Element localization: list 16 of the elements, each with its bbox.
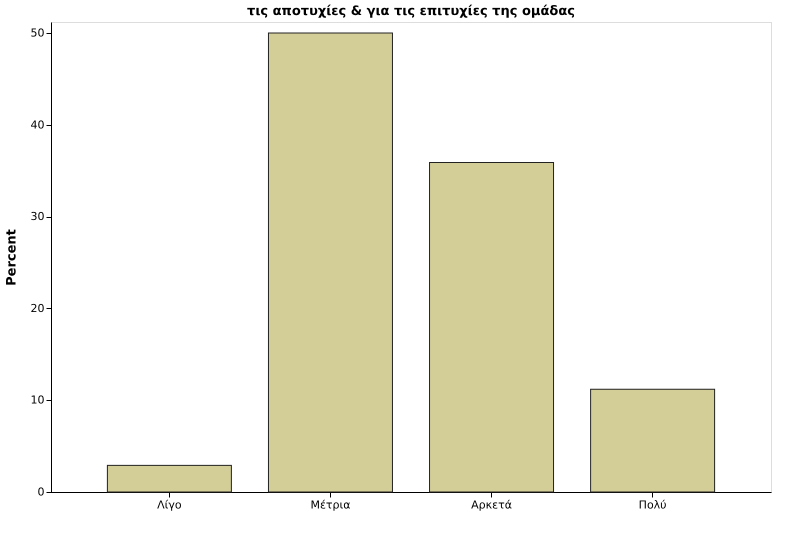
y-tick-label: 10 — [30, 394, 44, 407]
y-tick-label: 0 — [38, 486, 44, 498]
x-tick-label: Πολύ — [638, 498, 667, 512]
x-tick-label: Μέτρια — [310, 498, 350, 512]
bar — [106, 464, 232, 492]
bar — [268, 32, 393, 492]
y-tick-label: 40 — [30, 118, 44, 132]
bar — [429, 162, 554, 492]
y-tick-label: 50 — [30, 26, 44, 40]
y-tick-label: 30 — [30, 210, 44, 224]
y-axis-title: Percent — [4, 229, 20, 286]
chart-title: τις αποτυχίες & για τις επιτυχίες της ομάδας — [247, 4, 575, 19]
x-tick-label: Αρκετά — [471, 498, 512, 512]
y-tick-label: 20 — [30, 302, 44, 315]
x-tick-label: Λίγο — [157, 498, 182, 512]
bar — [590, 388, 716, 492]
